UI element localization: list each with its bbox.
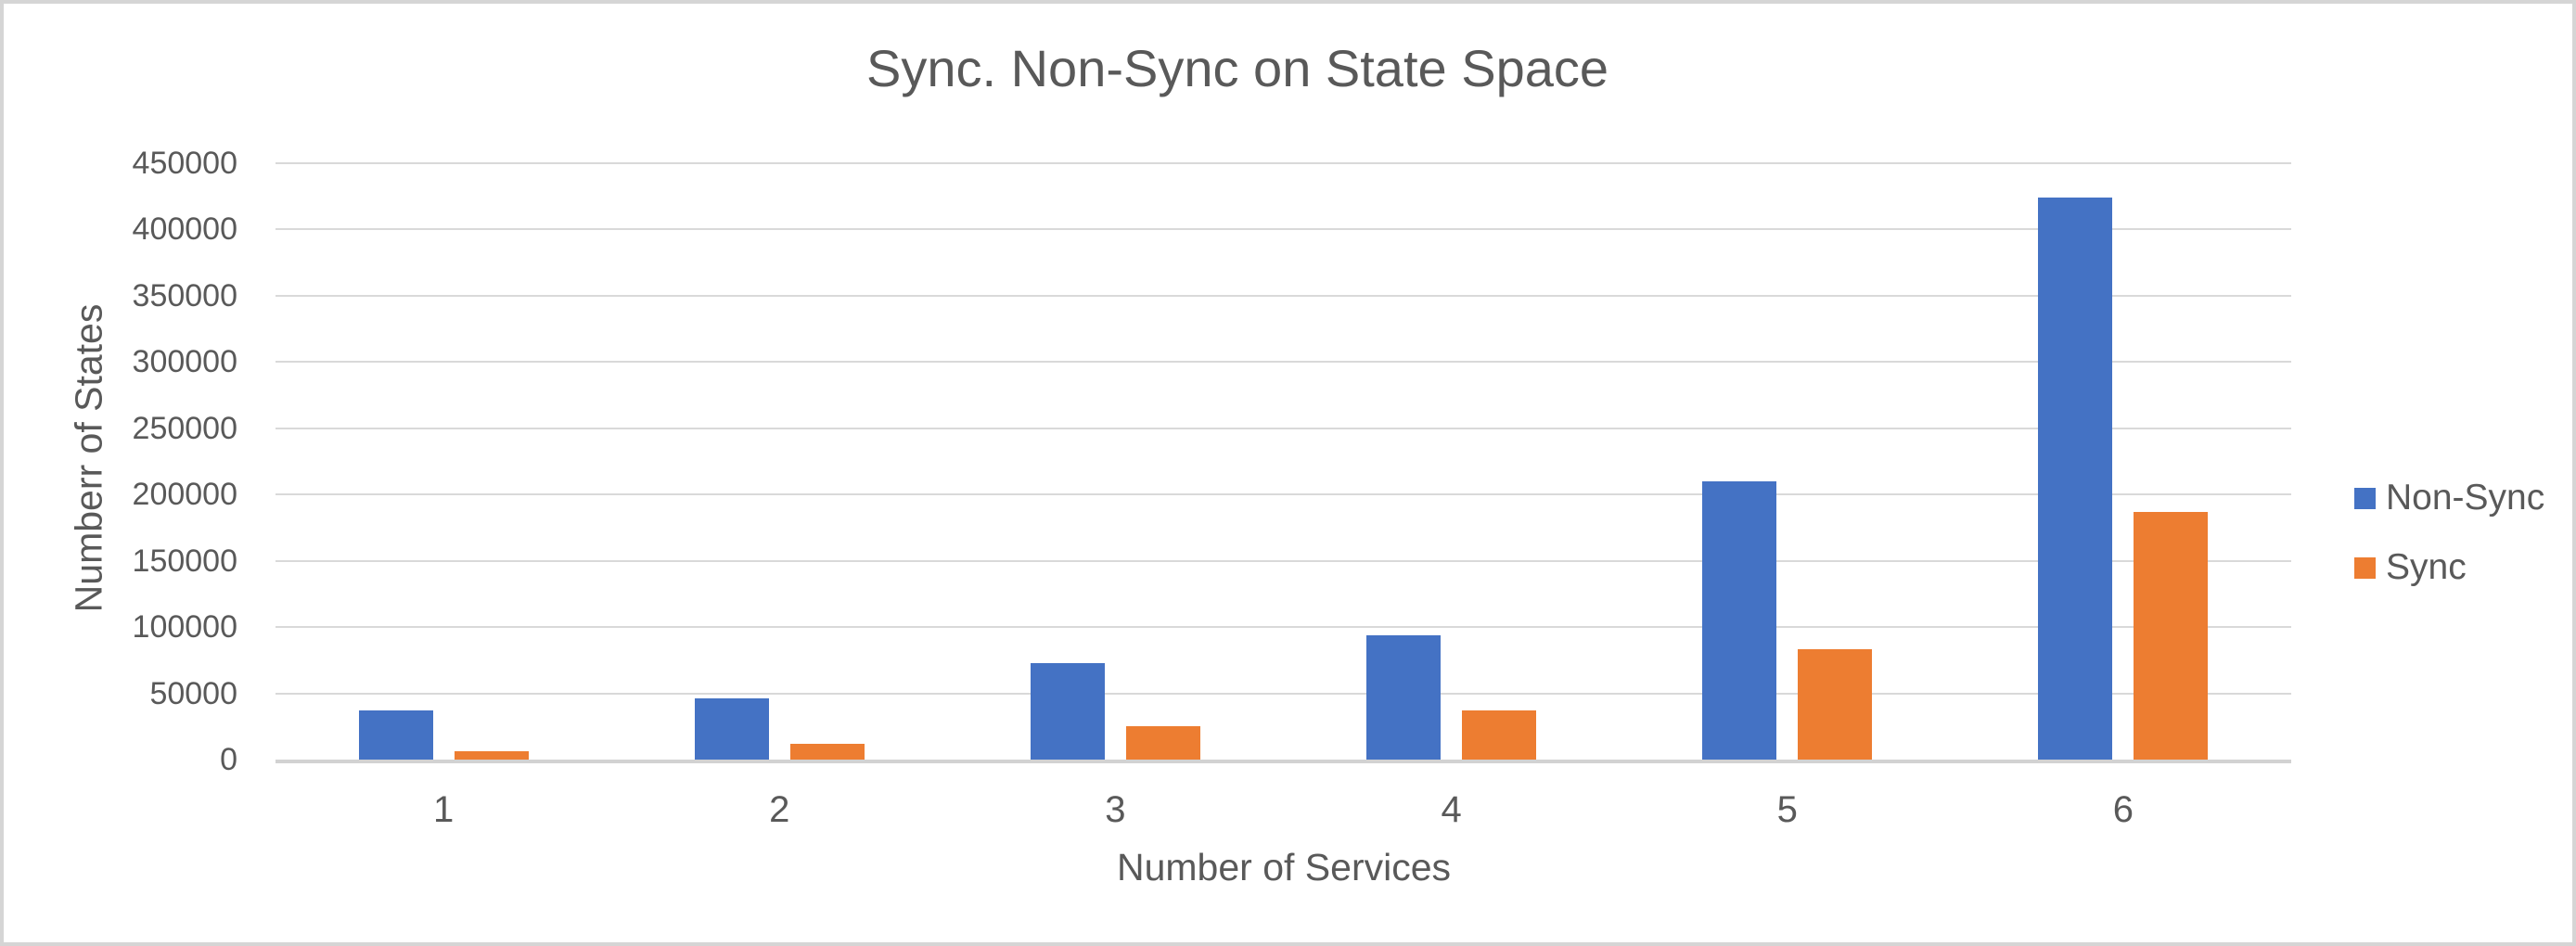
gridline-400000 xyxy=(276,228,2291,231)
legend-marker-non-sync-icon xyxy=(2354,487,2376,509)
x-tick-label-5: 5 xyxy=(1776,789,1798,830)
bar-non-sync-4 xyxy=(1366,634,1442,760)
gridline-100000 xyxy=(276,626,2291,629)
legend-marker-sync-icon xyxy=(2354,556,2376,579)
y-tick-label-250000: 250000 xyxy=(132,410,237,446)
gridline-450000 xyxy=(276,162,2291,164)
bar-sync-4 xyxy=(1462,710,1537,760)
x-tick-label-2: 2 xyxy=(769,789,790,830)
bar-non-sync-2 xyxy=(694,698,769,760)
x-tick-label-6: 6 xyxy=(2112,789,2134,830)
legend-label-non-sync: Non-Sync xyxy=(2386,478,2545,518)
bar-non-sync-1 xyxy=(358,710,433,760)
legend-item-non-sync: Non-Sync xyxy=(2354,478,2544,518)
x-tick-label-3: 3 xyxy=(1105,789,1126,830)
bar-sync-1 xyxy=(454,751,529,760)
gridline-150000 xyxy=(276,559,2291,562)
y-tick-label-300000: 300000 xyxy=(132,344,237,380)
legend-item-sync: Sync xyxy=(2354,547,2467,588)
bar-non-sync-3 xyxy=(1030,662,1105,760)
bar-non-sync-5 xyxy=(1702,480,1777,760)
legend-label-sync: Sync xyxy=(2386,547,2467,587)
x-tick-label-4: 4 xyxy=(1441,789,1462,830)
plot-area xyxy=(276,162,2291,763)
gridline-250000 xyxy=(276,427,2291,429)
y-tick-label-450000: 450000 xyxy=(132,146,237,181)
y-tick-label-50000: 50000 xyxy=(149,675,237,711)
bar-sync-6 xyxy=(2134,511,2209,760)
x-tick-label-1: 1 xyxy=(432,789,455,830)
gridline-300000 xyxy=(276,361,2291,364)
y-tick-label-400000: 400000 xyxy=(132,211,237,248)
y-tick-label-0: 0 xyxy=(220,742,237,777)
y-tick-label-200000: 200000 xyxy=(132,477,237,513)
bar-sync-3 xyxy=(1125,726,1200,760)
x-axis-title: Number of Services xyxy=(1116,846,1452,888)
y-tick-label-100000: 100000 xyxy=(132,609,237,646)
x-axis-line xyxy=(276,760,2291,763)
chart-title: Sync. Non-Sync on State Space xyxy=(866,39,1608,97)
gridline-50000 xyxy=(276,692,2291,695)
y-tick-label-350000: 350000 xyxy=(132,277,237,313)
y-tick-label-150000: 150000 xyxy=(132,543,237,579)
gridline-200000 xyxy=(276,493,2291,496)
gridline-350000 xyxy=(276,294,2291,297)
bar-sync-2 xyxy=(789,743,865,760)
bar-non-sync-6 xyxy=(2038,198,2113,760)
bar-sync-5 xyxy=(1798,649,1873,760)
